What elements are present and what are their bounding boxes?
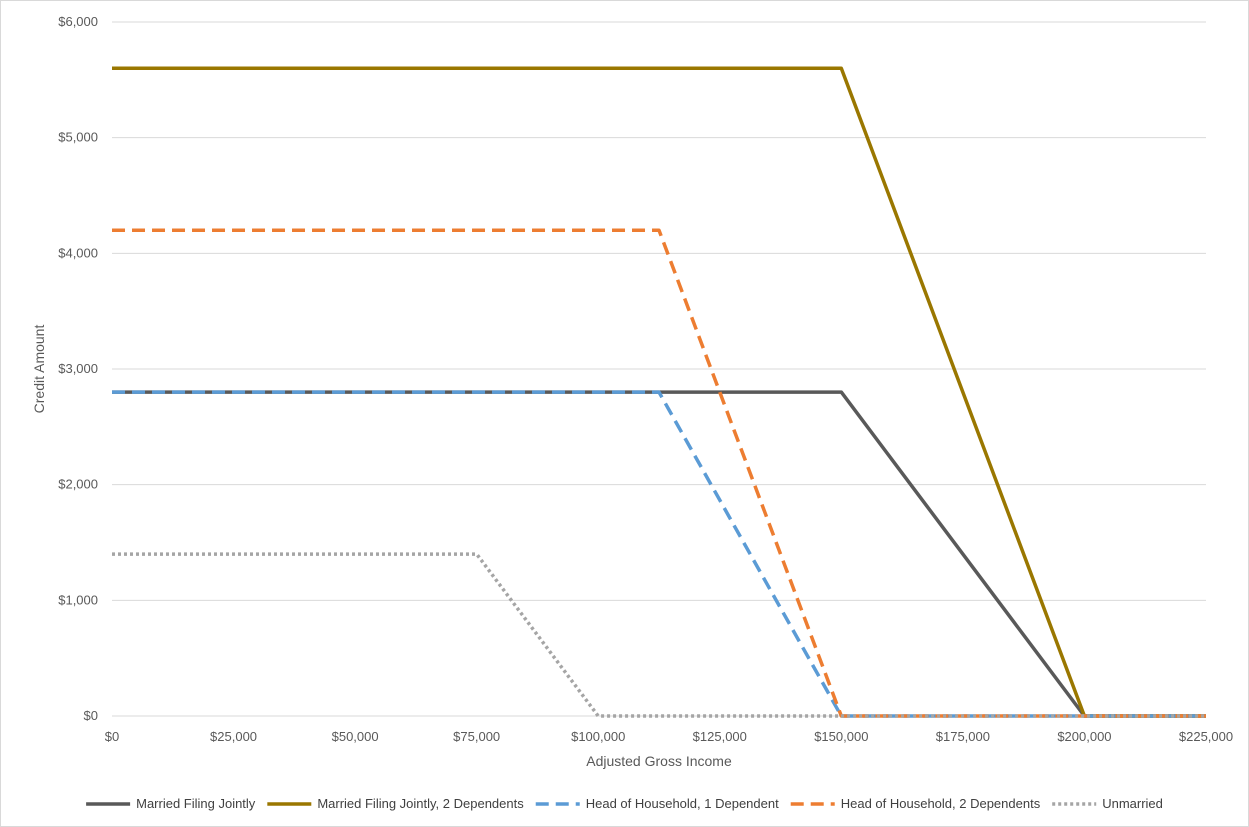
- legend-label: Head of Household, 2 Dependents: [841, 796, 1041, 811]
- x-tick-label: $175,000: [936, 729, 990, 744]
- x-tick-label: $100,000: [571, 729, 625, 744]
- x-tick-label: $0: [105, 729, 119, 744]
- legend-label: Married Filing Jointly, 2 Dependents: [317, 796, 524, 811]
- y-tick-label: $4,000: [58, 245, 98, 260]
- x-tick-label: $225,000: [1179, 729, 1233, 744]
- y-tick-label: $0: [84, 708, 98, 723]
- legend-item: Head of Household, 2 Dependents: [790, 796, 1041, 811]
- x-axis-ticks: $0 $25,000 $50,000 $75,000 $100,000 $125,000 $…: [105, 729, 1233, 744]
- legend-item: Married Filing Jointly, 2 Dependents: [267, 796, 524, 811]
- x-tick-label: $150,000: [814, 729, 868, 744]
- y-axis-ticks: $0 $1,000 $2,000 $3,000 $4,000 $5,000 $6,000: [58, 14, 98, 723]
- series-lines: [112, 66, 1206, 718]
- x-axis-title: Adjusted Gross Income: [586, 753, 732, 769]
- series-line-5: [112, 552, 1206, 718]
- legend-item: Unmarried: [1052, 796, 1163, 811]
- y-axis-title: Credit Amount: [31, 325, 47, 414]
- legend-label: Married Filing Jointly: [136, 796, 256, 811]
- x-tick-label: $200,000: [1057, 729, 1111, 744]
- legend: Married Filing Jointly Married Filing Joi…: [86, 796, 1163, 811]
- gridlines: [112, 21, 1206, 601]
- legend-label: Unmarried: [1102, 796, 1163, 811]
- x-tick-label: $25,000: [210, 729, 257, 744]
- y-tick-label: $2,000: [58, 477, 98, 492]
- x-tick-label: $125,000: [693, 729, 747, 744]
- series-line-4: [112, 228, 1206, 718]
- y-tick-label: $5,000: [58, 130, 98, 145]
- x-tick-label: $50,000: [332, 729, 379, 744]
- y-tick-label: $3,000: [58, 361, 98, 376]
- legend-item: Head of Household, 1 Dependent: [535, 796, 779, 811]
- legend-label: Head of Household, 1 Dependent: [586, 796, 779, 811]
- y-tick-label: $1,000: [58, 592, 98, 607]
- x-tick-label: $75,000: [453, 729, 500, 744]
- legend-item: Married Filing Jointly: [86, 796, 256, 811]
- y-tick-label: $6,000: [58, 14, 98, 29]
